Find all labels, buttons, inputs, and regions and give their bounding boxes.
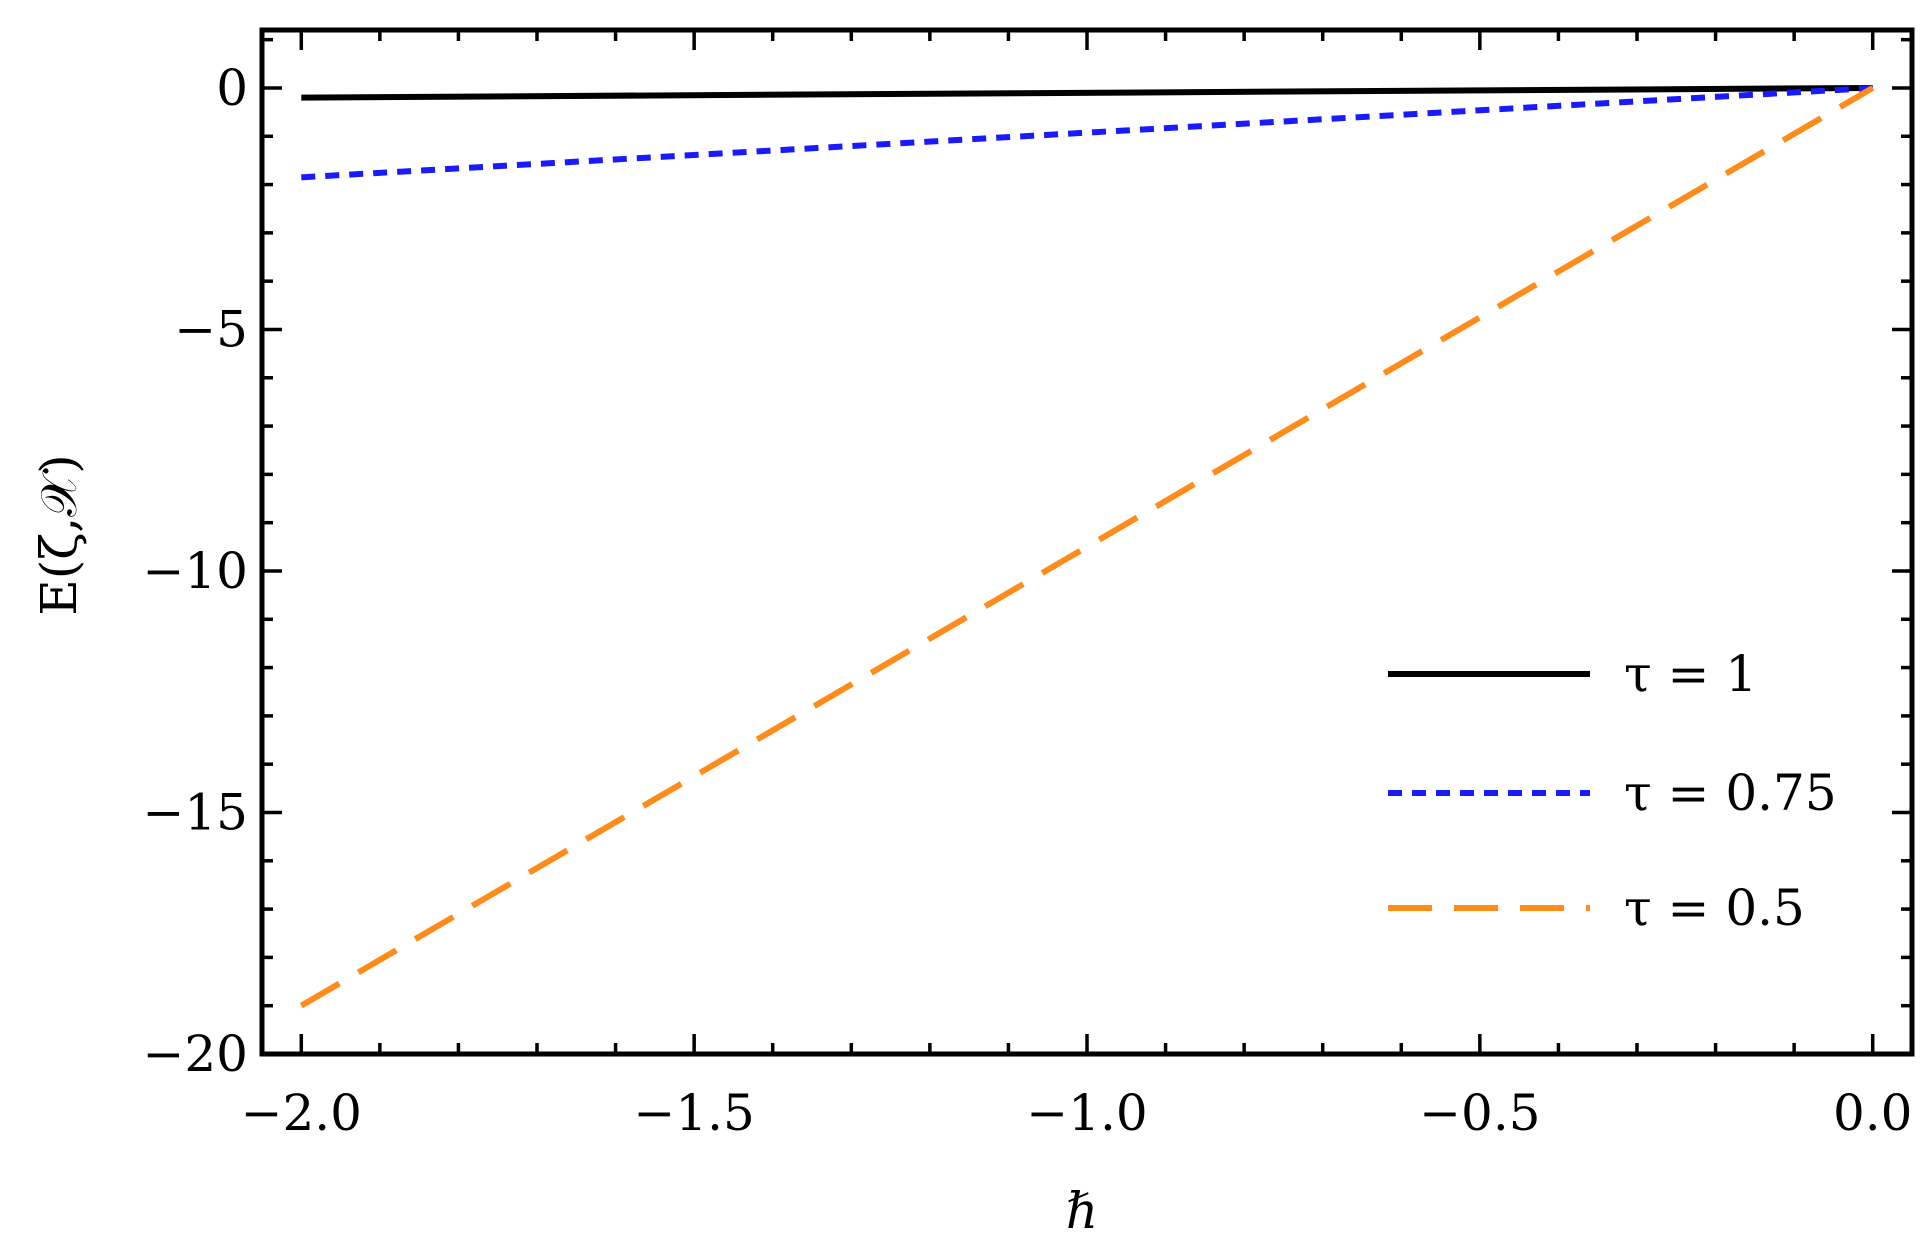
x-tick-label: −1.0 — [1026, 1084, 1147, 1142]
legend-label-2: τ = 0.75 — [1624, 764, 1837, 822]
x-tick-labels: −2.0 −1.5 −1.0 −0.5 0.0 — [241, 1084, 1913, 1142]
y-tick-label: −20 — [142, 1025, 248, 1083]
x-tick-label: −2.0 — [241, 1084, 362, 1142]
x-axis-title: ℏ — [1066, 1182, 1098, 1240]
y-tick-labels: 0 −5 −10 −15 −20 — [142, 59, 248, 1083]
series-lines — [299, 84, 1875, 1009]
legend-label-1: τ = 1 — [1624, 645, 1757, 703]
legend: τ = 1 τ = 0.75 τ = 0.5 — [1388, 645, 1837, 937]
tick-marks — [262, 30, 1912, 1056]
series-line-3 — [299, 85, 1875, 1009]
y-tick-label: −15 — [142, 783, 248, 841]
x-tick-label: 0.0 — [1833, 1084, 1913, 1142]
y-axis-title: E(ζ,𝒳) — [30, 454, 88, 616]
y-tick-label: −5 — [174, 300, 248, 358]
series-line-2 — [301, 84, 1873, 181]
x-tick-label: −0.5 — [1419, 1084, 1540, 1142]
series-line-1 — [301, 84, 1873, 101]
y-tick-label: 0 — [216, 59, 248, 117]
legend-label-3: τ = 0.5 — [1624, 879, 1805, 937]
y-tick-label: −10 — [142, 542, 248, 600]
x-tick-label: −1.5 — [633, 1084, 754, 1142]
